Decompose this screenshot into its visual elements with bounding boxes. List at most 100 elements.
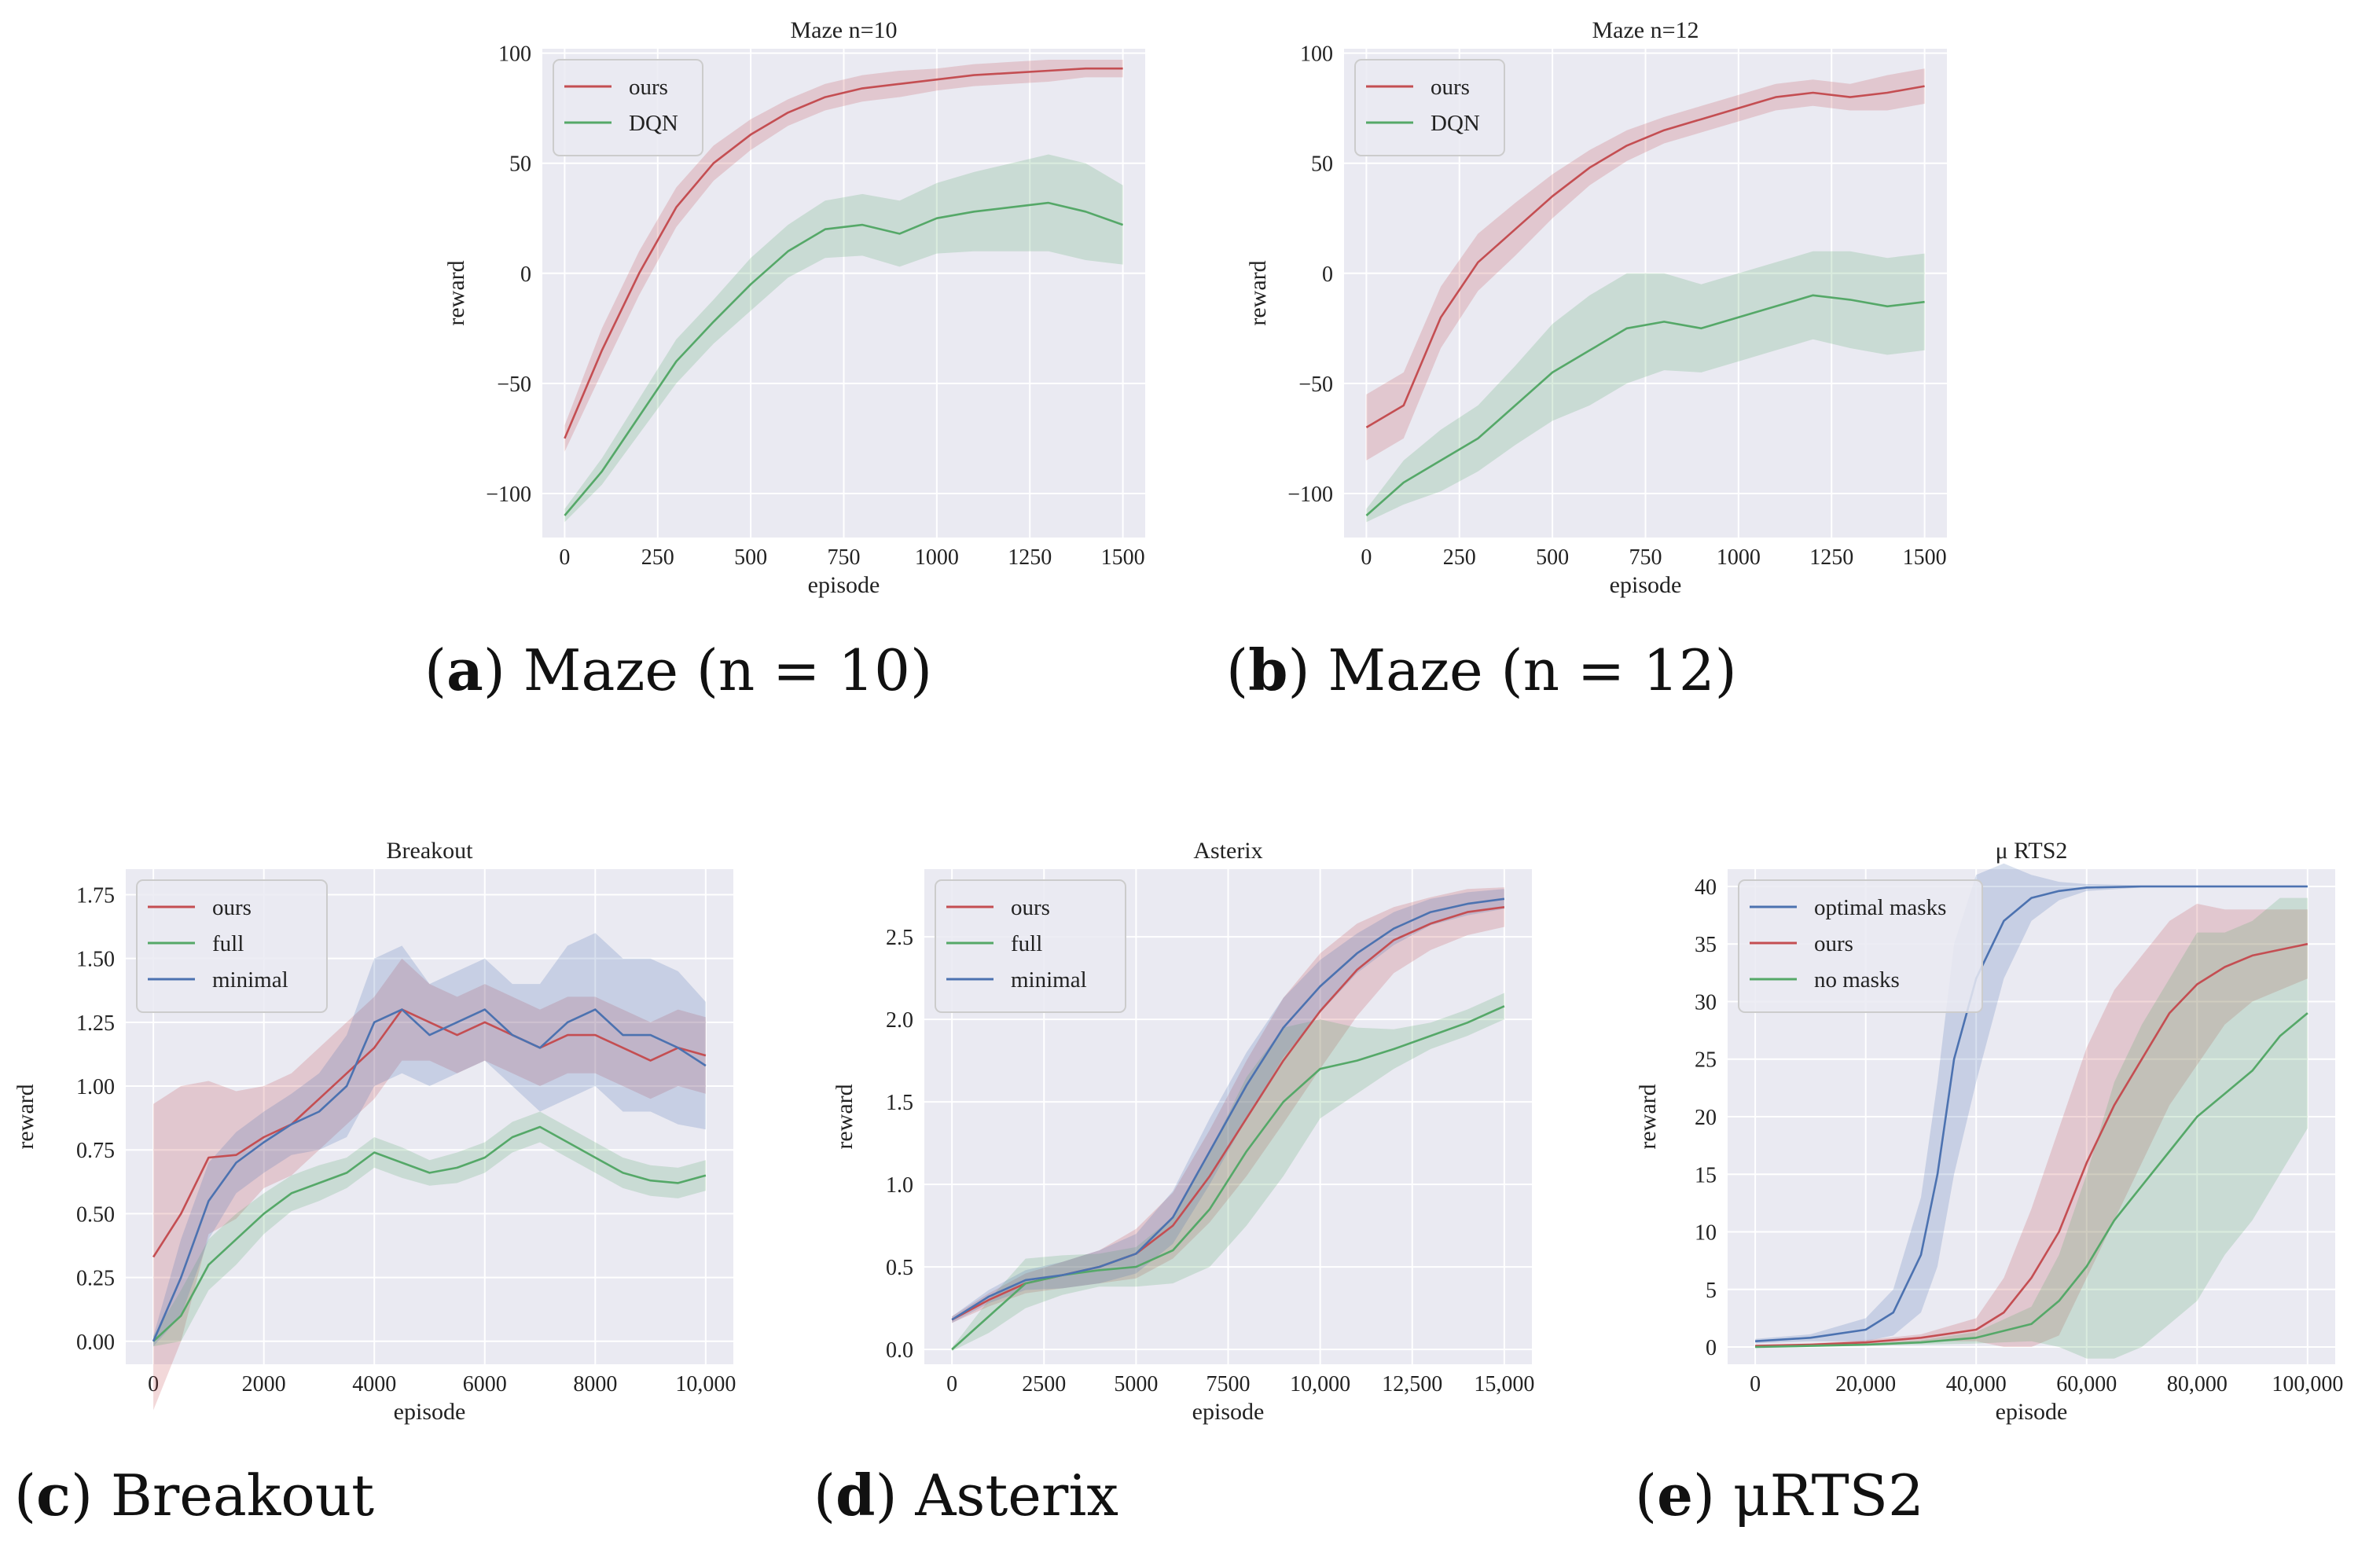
y-tick-label: 0 <box>1706 1336 1717 1360</box>
legend-box <box>553 59 703 156</box>
line-ours <box>1365 85 1925 429</box>
x-tick-label: 20,000 <box>1835 1372 1896 1396</box>
legend-label: minimal <box>212 967 288 993</box>
x-tick-label: 15,000 <box>1474 1372 1534 1396</box>
y-tick-label: 0 <box>520 262 531 287</box>
caption-c: (c) Breakout <box>14 1462 375 1528</box>
band-minimal <box>153 933 706 1347</box>
x-tick-label: 10,000 <box>1290 1372 1350 1396</box>
x-tick-label: 10,000 <box>675 1372 736 1396</box>
line-minimal <box>152 1008 707 1342</box>
chart-2: 0 250 500 750 1000 1250 1500 −100 −50 0 50 100 Maze … <box>1245 17 1947 598</box>
x-tick-label: 0 <box>559 545 570 570</box>
line-ours <box>564 67 1123 439</box>
y-tick-label: 50 <box>1311 152 1333 177</box>
legend-label: no masks <box>1814 967 1900 993</box>
line-ours <box>1755 942 2308 1347</box>
y-axis-label: reward <box>832 1084 858 1149</box>
band-ours <box>564 60 1123 452</box>
x-tick-label: 0 <box>1361 545 1372 570</box>
y-axis-label: reward <box>443 260 469 325</box>
y-tick-label: 0.00 <box>76 1330 115 1355</box>
x-tick-label: 1250 <box>1008 545 1052 570</box>
x-tick-label: 4000 <box>352 1372 396 1396</box>
x-tick-label: 1000 <box>915 545 959 570</box>
y-tick-label: 30 <box>1695 990 1717 1015</box>
chart-title: μ RTS2 <box>1996 838 2068 864</box>
y-tick-label: 10 <box>1695 1221 1717 1246</box>
y-tick-label: 25 <box>1695 1048 1717 1073</box>
x-tick-label: 750 <box>1629 545 1662 570</box>
legend-label: ours <box>1011 895 1050 920</box>
band-ours <box>952 887 1504 1323</box>
band-ours <box>153 958 706 1411</box>
line-DQN <box>564 201 1124 516</box>
y-tick-label: 1.50 <box>76 948 115 972</box>
x-tick-label: 250 <box>1443 545 1476 570</box>
y-tick-label: 0 <box>1322 262 1333 287</box>
legend-box <box>1354 59 1505 156</box>
band-DQN <box>1366 251 1925 523</box>
x-tick-label: 0 <box>1750 1372 1761 1396</box>
x-tick-label: 2000 <box>242 1372 286 1396</box>
band-minimal <box>952 889 1504 1323</box>
line-DQN <box>1365 294 1925 516</box>
caption-e: (e) μRTS2 <box>1635 1462 1924 1528</box>
y-tick-label: 1.5 <box>886 1091 913 1115</box>
legend-label: full <box>212 931 244 956</box>
y-tick-label: 1.00 <box>76 1075 115 1099</box>
y-axis-label: reward <box>13 1084 39 1149</box>
chart-3: 0 2000 4000 6000 8000 10,000 0.00 0.25 0.50 0.75 1… <box>13 838 736 1425</box>
x-tick-label: 500 <box>734 545 767 570</box>
legend-label: optimal masks <box>1814 895 1946 920</box>
legend-label: minimal <box>1011 967 1087 993</box>
chart-4: 0 2500 5000 7500 10,000 12,500 15,000 0.0 0.5 1.0… <box>832 838 1534 1425</box>
caption-b: (b) Maze (n = 12) <box>1226 637 1737 703</box>
line-full <box>951 1005 1505 1351</box>
y-tick-label: 40 <box>1695 875 1717 900</box>
y-tick-label: 35 <box>1695 933 1717 957</box>
y-axis-label: reward <box>1635 1084 1661 1149</box>
y-tick-label: 100 <box>1300 42 1333 67</box>
y-tick-label: 0.50 <box>76 1202 115 1227</box>
x-tick-label: 2500 <box>1022 1372 1066 1396</box>
line-ours <box>152 1008 707 1258</box>
x-tick-label: 5000 <box>1114 1372 1158 1396</box>
chart-title: Asterix <box>1193 838 1262 864</box>
y-tick-label: 20 <box>1695 1106 1717 1130</box>
x-tick-label: 40,000 <box>1946 1372 2007 1396</box>
chart-title: Breakout <box>387 838 474 864</box>
y-tick-label: −100 <box>486 483 531 507</box>
legend-label: full <box>1011 931 1042 956</box>
x-tick-label: 1000 <box>1717 545 1761 570</box>
x-axis-label: episode <box>394 1399 466 1425</box>
x-axis-label: episode <box>1610 572 1682 598</box>
line-no-masks <box>1755 1012 2308 1349</box>
chart-title: Maze n=12 <box>1592 17 1699 43</box>
x-axis-label: episode <box>1996 1399 2068 1425</box>
legend-label: ours <box>1431 75 1470 100</box>
legend-label: ours <box>212 895 252 920</box>
y-tick-label: 0.25 <box>76 1267 115 1291</box>
x-axis-label: episode <box>1192 1399 1265 1425</box>
x-tick-label: 6000 <box>463 1372 507 1396</box>
x-tick-label: 1250 <box>1809 545 1853 570</box>
band-full <box>952 993 1504 1352</box>
y-axis-label: reward <box>1245 260 1271 325</box>
line-optimal-masks <box>1755 885 2308 1342</box>
x-tick-label: 750 <box>828 545 861 570</box>
x-tick-label: 12,500 <box>1382 1372 1442 1396</box>
band-DQN <box>564 154 1123 523</box>
x-tick-label: 60,000 <box>2056 1372 2117 1396</box>
y-tick-label: −50 <box>1298 372 1333 397</box>
x-tick-label: 100,000 <box>2272 1372 2343 1396</box>
y-tick-label: 15 <box>1695 1163 1717 1187</box>
y-tick-label: 1.75 <box>76 883 115 908</box>
y-tick-label: 1.0 <box>886 1173 913 1198</box>
y-tick-label: 1.25 <box>76 1011 115 1036</box>
x-tick-label: 1500 <box>1903 545 1947 570</box>
y-tick-label: 2.5 <box>886 926 913 950</box>
x-axis-label: episode <box>808 572 880 598</box>
x-tick-label: 1500 <box>1101 545 1145 570</box>
